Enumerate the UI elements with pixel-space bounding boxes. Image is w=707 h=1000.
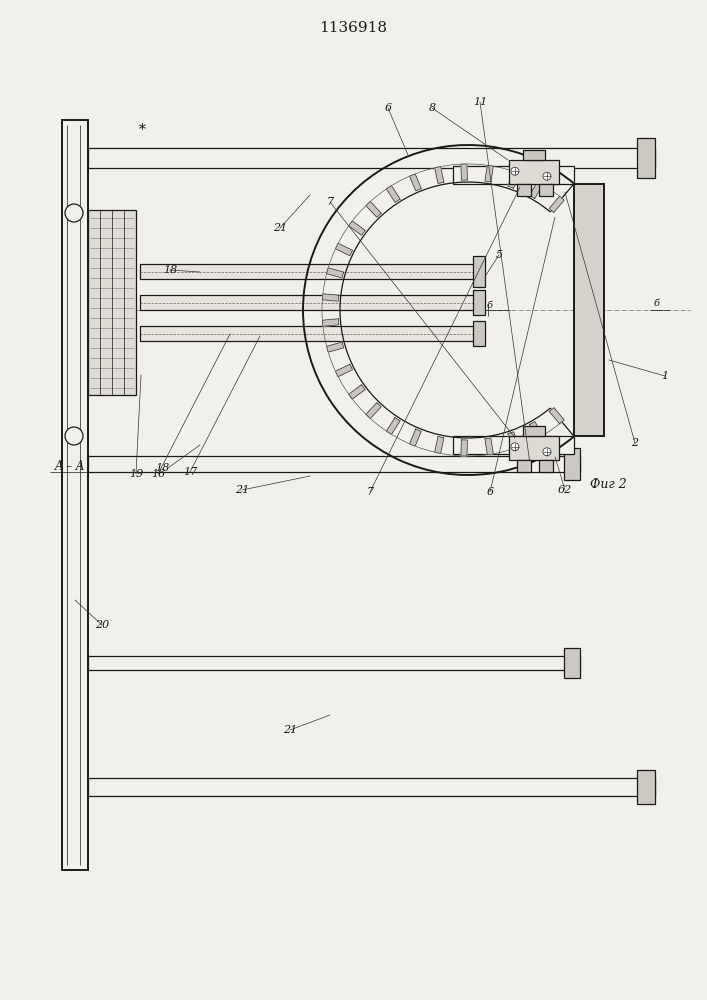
Text: 7: 7 — [327, 197, 334, 207]
Text: 19: 19 — [129, 469, 143, 479]
Text: б: б — [654, 298, 660, 308]
Polygon shape — [485, 438, 493, 455]
Polygon shape — [335, 243, 353, 256]
Text: *: * — [139, 123, 146, 137]
Text: 62: 62 — [558, 485, 572, 495]
Text: 18: 18 — [155, 463, 169, 473]
Bar — [88, 656, 580, 670]
Circle shape — [543, 448, 551, 456]
Text: 5: 5 — [496, 250, 503, 260]
Bar — [637, 770, 655, 804]
Text: Фиг 2: Фиг 2 — [590, 478, 626, 490]
Bar — [473, 290, 485, 315]
Bar — [574, 184, 604, 436]
Bar — [637, 138, 655, 178]
Polygon shape — [530, 422, 543, 438]
Bar — [564, 448, 580, 480]
Circle shape — [65, 204, 83, 222]
Text: 6: 6 — [486, 487, 493, 497]
Text: 21: 21 — [283, 725, 297, 735]
Bar — [453, 166, 574, 184]
Bar — [509, 436, 559, 460]
Polygon shape — [327, 342, 344, 352]
Text: 6: 6 — [385, 103, 392, 113]
Text: 18: 18 — [163, 265, 177, 275]
Polygon shape — [549, 408, 564, 424]
Polygon shape — [366, 202, 381, 217]
Text: 7: 7 — [366, 487, 373, 497]
Text: 17: 17 — [183, 467, 197, 477]
Polygon shape — [508, 432, 519, 449]
Polygon shape — [387, 418, 400, 434]
Bar — [539, 184, 553, 196]
Bar — [539, 460, 553, 472]
Bar — [473, 256, 485, 287]
Text: б: б — [487, 302, 493, 310]
Circle shape — [65, 427, 83, 445]
Bar — [88, 456, 580, 472]
Circle shape — [511, 443, 519, 451]
Polygon shape — [322, 319, 339, 326]
Text: 1136918: 1136918 — [319, 21, 387, 35]
Polygon shape — [366, 403, 381, 418]
Bar — [564, 648, 580, 678]
Bar — [140, 295, 475, 310]
Bar — [473, 321, 485, 346]
Polygon shape — [409, 174, 421, 191]
Polygon shape — [435, 167, 444, 183]
Text: 16: 16 — [151, 469, 165, 479]
Polygon shape — [349, 221, 365, 235]
Polygon shape — [549, 196, 564, 212]
Polygon shape — [485, 165, 493, 182]
Bar — [62, 120, 88, 870]
Circle shape — [543, 172, 551, 180]
Text: 8: 8 — [428, 103, 436, 113]
Polygon shape — [387, 186, 400, 202]
Bar — [453, 436, 574, 454]
Text: A – A: A – A — [55, 460, 86, 473]
Polygon shape — [435, 437, 444, 453]
Polygon shape — [335, 364, 353, 377]
Bar — [509, 160, 559, 184]
Bar — [523, 426, 545, 436]
Bar — [517, 460, 531, 472]
Bar — [88, 210, 136, 395]
Polygon shape — [461, 164, 467, 180]
Bar — [140, 326, 475, 341]
Polygon shape — [530, 182, 543, 198]
Polygon shape — [508, 171, 519, 188]
Bar — [88, 148, 655, 168]
Bar — [88, 778, 655, 796]
Bar — [517, 184, 531, 196]
Bar — [523, 150, 545, 160]
Polygon shape — [327, 268, 344, 278]
Text: 20: 20 — [95, 620, 109, 630]
Text: 1: 1 — [662, 371, 669, 381]
Bar — [140, 264, 475, 279]
Text: 21: 21 — [273, 223, 287, 233]
Text: 2: 2 — [631, 438, 638, 448]
Polygon shape — [409, 429, 421, 446]
Polygon shape — [461, 440, 467, 456]
Circle shape — [511, 167, 519, 175]
Text: 11: 11 — [473, 97, 487, 107]
Polygon shape — [322, 294, 339, 301]
Text: 21: 21 — [235, 485, 249, 495]
Polygon shape — [349, 385, 365, 399]
